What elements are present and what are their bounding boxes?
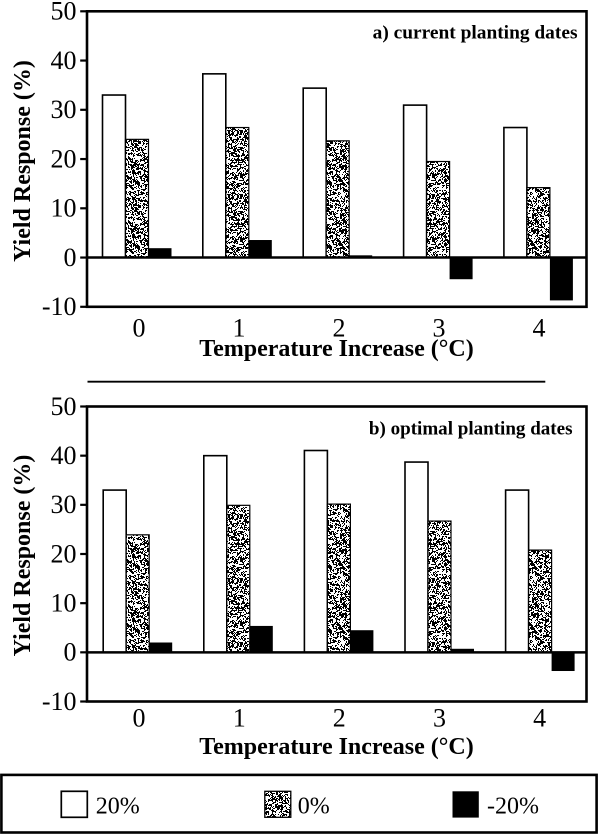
svg-text:2: 2 [333,313,346,342]
svg-text:40: 40 [51,46,77,75]
svg-text:Yield Response (%): Yield Response (%) [10,60,36,262]
svg-text:0: 0 [133,313,146,342]
svg-text:Temperature Increase (°C): Temperature Increase (°C) [199,336,473,362]
svg-text:3: 3 [433,313,446,342]
svg-text:b) optimal planting dates: b) optimal planting dates [369,419,573,440]
svg-text:50: 50 [51,0,77,26]
svg-text:0: 0 [64,243,77,272]
svg-text:2: 2 [333,704,346,733]
svg-text:10: 10 [51,194,77,223]
svg-text:20%: 20% [96,794,140,820]
svg-text:30: 30 [51,95,77,124]
svg-text:4: 4 [533,704,546,733]
svg-text:20: 20 [51,539,77,568]
svg-text:Yield Response (%): Yield Response (%) [10,455,36,657]
svg-text:3: 3 [433,704,446,733]
svg-text:-10: -10 [42,687,77,716]
svg-text:1: 1 [233,313,246,342]
svg-text:Temperature Increase (°C): Temperature Increase (°C) [199,734,473,760]
svg-text:0%: 0% [298,794,330,820]
svg-text:20: 20 [51,144,77,173]
svg-text:30: 30 [51,490,77,519]
svg-text:-10: -10 [42,292,77,321]
svg-text:0: 0 [64,638,77,667]
svg-text:0: 0 [133,704,146,733]
svg-text:40: 40 [51,441,77,470]
svg-text:a) current planting dates: a) current planting dates [373,23,578,44]
svg-text:1: 1 [233,704,246,733]
svg-text:50: 50 [51,392,77,421]
svg-text:4: 4 [533,313,546,342]
svg-text:-20%: -20% [487,794,539,820]
svg-text:10: 10 [51,589,77,618]
